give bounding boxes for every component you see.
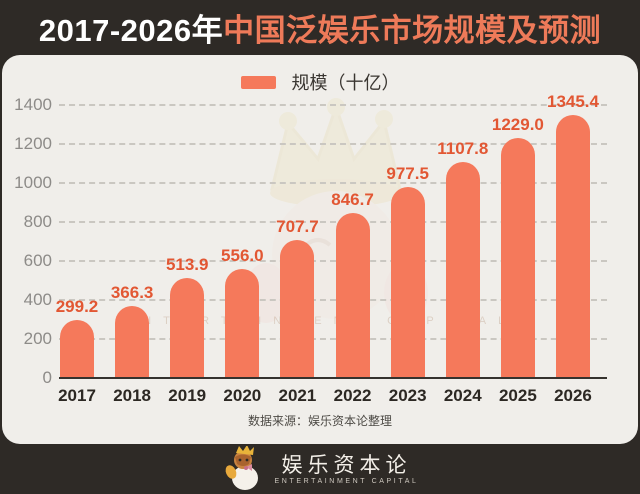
bar-value-2018: 366.3 [110,283,154,303]
y-axis-tick-0: 0 [42,368,52,387]
bar-value-2019: 513.9 [165,254,209,274]
x-axis-label-2022: 2022 [333,386,372,405]
bar-value-2023: 977.5 [386,164,429,184]
legend: 规模（十亿） [2,69,638,95]
x-axis-label-2026: 2026 [554,386,592,405]
legend-label: 规模（十亿） [291,73,400,93]
x-axis-label-2019: 2019 [168,386,207,405]
bar-value-2017: 299.2 [55,296,99,316]
page-title-years: 2017-2026年 [38,13,224,48]
source-note: 数据来源：娱乐资本论整理 [247,414,392,428]
y-axis-tick-1400: 1400 [14,94,52,114]
gridline-1200 [59,142,607,145]
gridline-200 [59,337,607,340]
y-axis-tick-1200: 1200 [14,133,52,153]
x-axis-label-2018: 2018 [113,386,152,405]
x-axis-label-2023: 2023 [388,386,427,405]
x-axis-baseline [59,377,607,379]
gridline-1000 [59,181,607,184]
bar-value-2021: 707.7 [276,216,319,236]
y-axis-tick-600: 600 [23,250,52,270]
chart-panel: ENTERTAINMENT CAPITAL 规模（十亿） 0 200 400 600 8… [2,55,638,444]
page-title-text: 中国泛娱乐市场规模及预测 [223,13,602,48]
x-axis-label-2017: 2017 [58,386,96,405]
x-axis-label-2020: 2020 [223,386,262,405]
bar-value-2025: 1229.0 [491,114,544,134]
y-axis-tick-1000: 1000 [14,172,52,192]
chart-plot: 0 200 400 600 800 1000 1200 1400 299.2 2017 366.3 2… [2,55,638,444]
bar-2025 [500,137,535,378]
gridline-800 [59,220,607,223]
bar-value-2024: 1107.8 [437,138,489,158]
bar-2022 [335,212,370,378]
footer: 娱乐资本论 ENTERTAINMENT CAPITAL [0,444,640,494]
bar-2018 [115,306,150,378]
bar-2026 [555,115,590,378]
footer-logo-en: ENTERTAINMENT CAPITAL [274,477,419,485]
header: 2017-2026年 中国泛娱乐市场规模及预测 [0,0,640,55]
bar-2019 [170,277,205,378]
y-axis-tick-200: 200 [23,328,52,348]
bar-value-2026: 1345.4 [546,92,599,112]
bar-2020 [225,269,260,378]
bar-value-2022: 846.7 [331,189,374,209]
footer-logo-text: 娱乐资本论 ENTERTAINMENT CAPITAL [275,454,419,485]
gridline-1400 [59,103,607,106]
gridline-400 [59,298,607,301]
x-axis-label-2024: 2024 [443,386,482,405]
y-axis-tick-800: 800 [23,211,52,231]
gridline-600 [59,259,607,262]
bar-value-2020: 556.0 [221,246,264,266]
bar-2017 [60,319,94,378]
mascot-logo-icon [225,446,258,490]
bar-2023 [390,187,425,378]
bar-2021 [280,239,315,378]
bar-2024 [445,161,480,378]
x-axis-label-2025: 2025 [498,386,537,405]
y-axis-tick-400: 400 [23,289,52,309]
legend-swatch [240,75,276,89]
footer-logo-cn: 娱乐资本论 [281,452,412,477]
x-axis-label-2021: 2021 [278,386,317,405]
